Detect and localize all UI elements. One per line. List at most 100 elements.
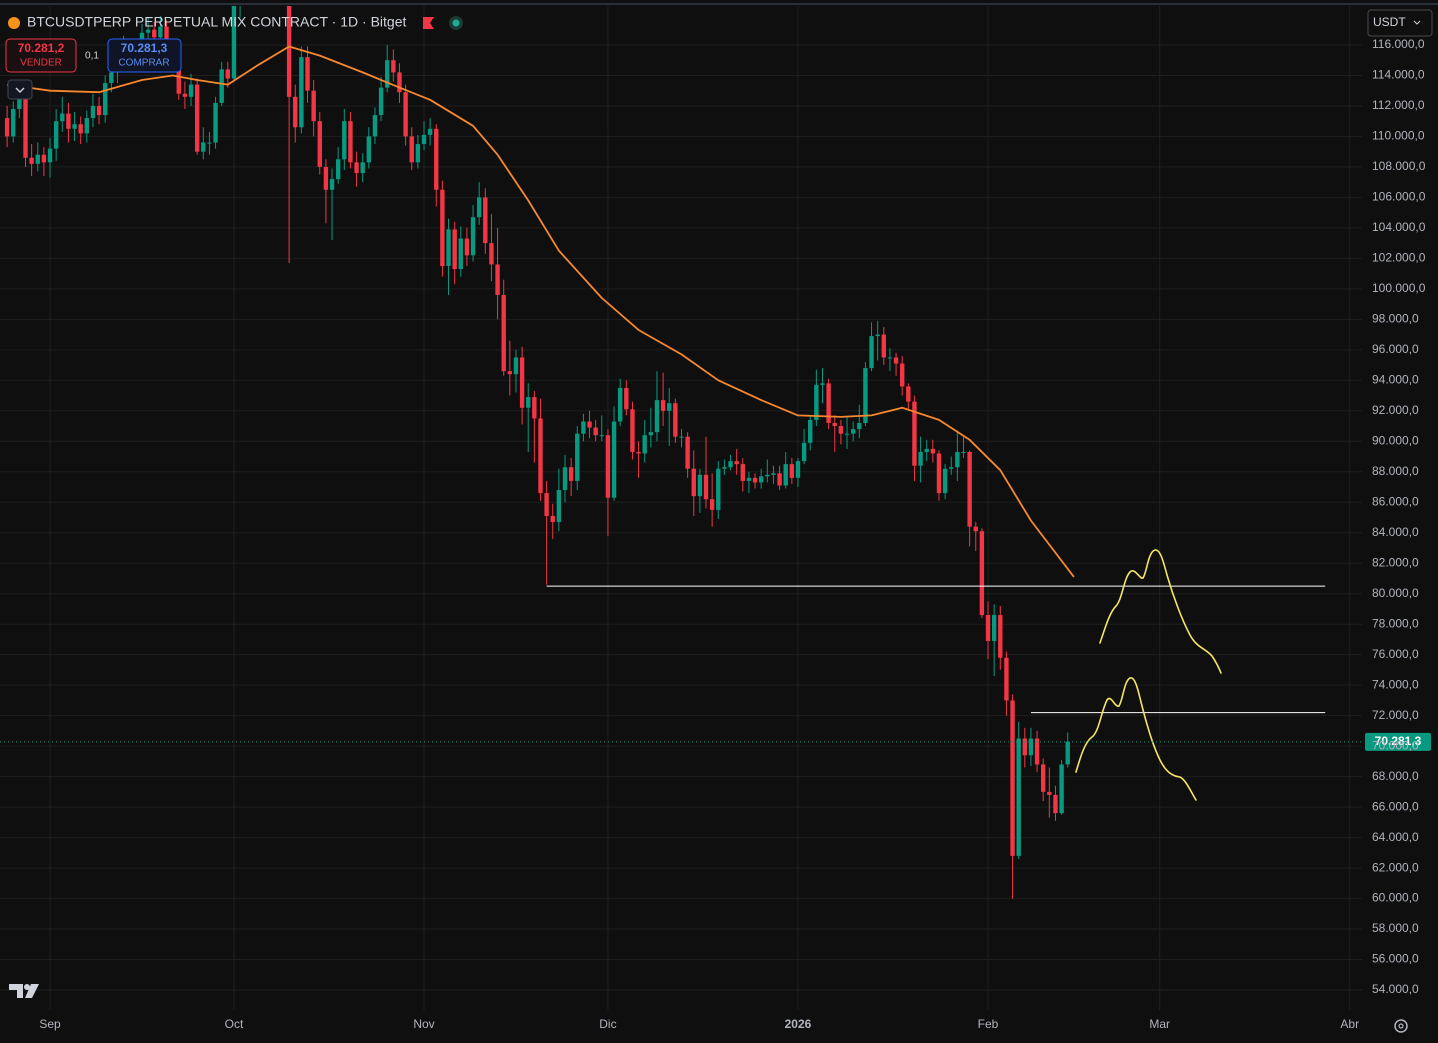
candle-body bbox=[899, 363, 905, 387]
y-tick-label: 94.000,0 bbox=[1372, 372, 1419, 386]
settings-icon[interactable] bbox=[1394, 1019, 1408, 1033]
candle-body bbox=[1028, 738, 1034, 756]
y-tick-label: 96.000,0 bbox=[1372, 342, 1419, 356]
candle-body bbox=[918, 451, 923, 466]
status-dot bbox=[452, 19, 460, 27]
candle-body bbox=[427, 128, 433, 135]
y-tick-label: 102.000,0 bbox=[1372, 251, 1426, 265]
candle-body bbox=[299, 57, 304, 128]
y-tick-label: 54.000,0 bbox=[1372, 982, 1419, 996]
candle-body bbox=[434, 128, 439, 190]
candle-body bbox=[53, 121, 59, 149]
chevron bbox=[1413, 20, 1421, 25]
x-tick-label: Abr bbox=[1340, 1017, 1359, 1031]
candle-body bbox=[611, 421, 617, 498]
candle-body bbox=[685, 436, 690, 469]
candle-body bbox=[103, 83, 108, 116]
candle-body bbox=[887, 357, 893, 359]
candle-body bbox=[673, 403, 678, 437]
y-tick-label: 70.000,0 bbox=[1372, 738, 1419, 752]
candle-body bbox=[593, 427, 598, 436]
candle-body bbox=[544, 493, 549, 516]
candle-body bbox=[176, 51, 181, 94]
y-tick-label: 112.000,0 bbox=[1372, 98, 1425, 112]
last-price-label: 70.281,3 bbox=[1375, 734, 1422, 748]
candle-body bbox=[691, 468, 696, 497]
candle-body bbox=[1010, 700, 1015, 856]
candle-body bbox=[501, 294, 506, 372]
candle-body bbox=[483, 197, 488, 244]
sell-button[interactable] bbox=[5, 38, 77, 73]
candle-body bbox=[832, 422, 837, 427]
candle-body bbox=[23, 98, 28, 158]
candle-body bbox=[630, 409, 635, 452]
currency-button[interactable] bbox=[1367, 9, 1433, 37]
candle-body bbox=[11, 108, 16, 137]
candle-body bbox=[1053, 794, 1058, 814]
grid bbox=[0, 6, 1362, 1010]
candle-body bbox=[648, 432, 654, 436]
candle-body bbox=[458, 238, 463, 270]
candle-body bbox=[329, 179, 335, 190]
candle-body bbox=[507, 371, 513, 375]
candle-body bbox=[213, 102, 218, 143]
buy-button[interactable] bbox=[107, 38, 182, 73]
y-tick-label: 56.000,0 bbox=[1372, 952, 1419, 966]
x-tick-label: Mar bbox=[1149, 1017, 1170, 1031]
candle-body bbox=[893, 357, 899, 364]
candle-body bbox=[949, 467, 954, 469]
y-tick-label: 64.000,0 bbox=[1372, 830, 1419, 844]
candle-body bbox=[446, 229, 451, 266]
candle-body bbox=[660, 400, 666, 411]
x-tick-label: Dic bbox=[599, 1017, 616, 1031]
candle-body bbox=[722, 467, 727, 469]
candle-body bbox=[415, 144, 421, 163]
candle-body bbox=[924, 448, 929, 452]
candle-body bbox=[354, 162, 359, 174]
buy-price: 70.281,3 bbox=[121, 41, 168, 55]
candle-body bbox=[526, 397, 531, 408]
y-tick-label: 106.000,0 bbox=[1372, 190, 1426, 204]
candle-body bbox=[403, 92, 408, 137]
candle-body bbox=[697, 474, 703, 497]
candle-body bbox=[587, 421, 592, 428]
candle-body bbox=[452, 229, 457, 270]
candle-body bbox=[581, 421, 586, 434]
candle-body bbox=[667, 403, 672, 411]
candle-body bbox=[158, 26, 163, 38]
projection-curve bbox=[1099, 549, 1222, 674]
candle-body bbox=[311, 90, 316, 122]
candle-body bbox=[1034, 738, 1040, 765]
candle-body bbox=[464, 238, 470, 256]
header: BTCUSDTPERP PERPETUAL MIX CONTRACT · 1D … bbox=[5, 14, 463, 100]
candle-body bbox=[286, 6, 292, 97]
candle-body bbox=[293, 96, 298, 128]
candle-body bbox=[795, 461, 801, 478]
candle-body bbox=[538, 418, 543, 494]
y-tick-label: 68.000,0 bbox=[1372, 769, 1419, 783]
flag-icon[interactable] bbox=[423, 17, 434, 29]
x-tick-label: Nov bbox=[413, 1017, 434, 1031]
candle-body bbox=[703, 474, 709, 500]
candle-body bbox=[476, 197, 482, 218]
moving-average bbox=[6, 45, 1075, 578]
candle-body bbox=[1047, 791, 1052, 795]
candle-body bbox=[562, 467, 568, 491]
candle-body bbox=[60, 113, 65, 122]
candle-body bbox=[1059, 764, 1064, 814]
candle-body bbox=[728, 461, 733, 468]
candle-body bbox=[378, 87, 384, 116]
x-tick-label: Feb bbox=[978, 1017, 999, 1031]
y-tick-label: 84.000,0 bbox=[1372, 525, 1419, 539]
candle-body bbox=[41, 154, 47, 163]
candle-body bbox=[991, 615, 997, 641]
last-price-box bbox=[1365, 732, 1431, 751]
x-tick-label: Sep bbox=[39, 1017, 61, 1031]
collapse-button[interactable] bbox=[7, 79, 33, 100]
y-tick-label: 80.000,0 bbox=[1372, 586, 1419, 600]
y-tick-label: 110.000,0 bbox=[1372, 129, 1425, 143]
y-tick-label: 116.000,0 bbox=[1372, 37, 1425, 51]
candle-body bbox=[207, 142, 212, 144]
